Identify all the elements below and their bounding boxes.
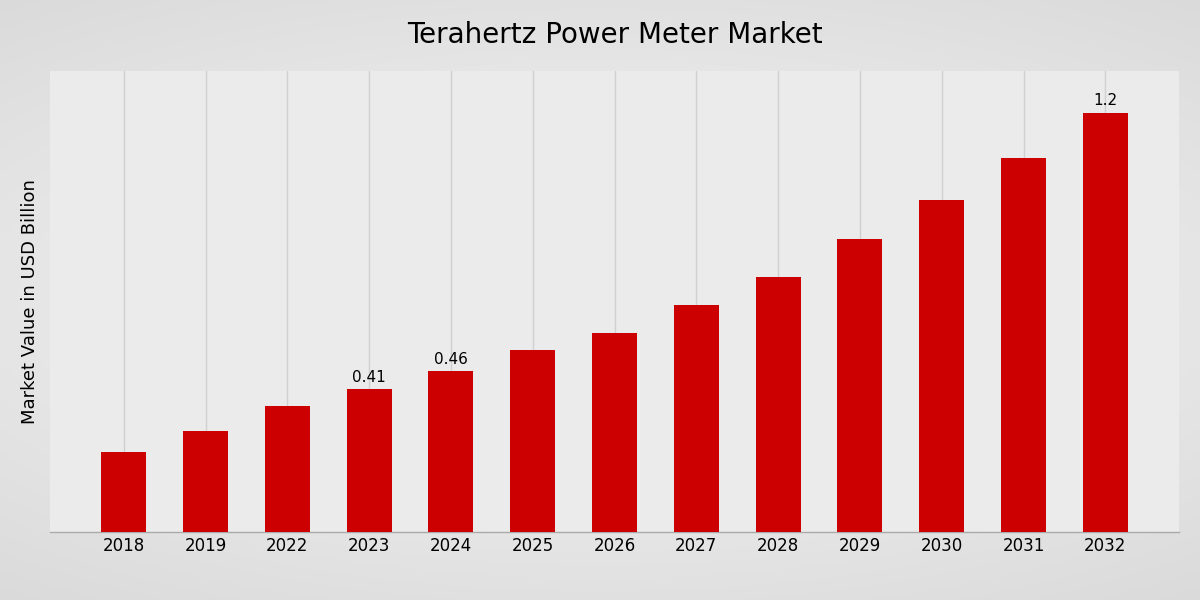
Text: 0.46: 0.46 bbox=[434, 352, 468, 367]
Bar bbox=[1082, 113, 1128, 532]
Bar bbox=[674, 305, 719, 532]
Text: 0.41: 0.41 bbox=[353, 370, 386, 385]
Bar bbox=[184, 431, 228, 532]
Title: Terahertz Power Meter Market: Terahertz Power Meter Market bbox=[407, 21, 822, 49]
Bar bbox=[347, 389, 391, 532]
Bar bbox=[756, 277, 800, 532]
Bar bbox=[510, 350, 556, 532]
Bar bbox=[101, 452, 146, 532]
Bar bbox=[919, 200, 965, 532]
Bar bbox=[428, 371, 474, 532]
Bar bbox=[592, 333, 637, 532]
Y-axis label: Market Value in USD Billion: Market Value in USD Billion bbox=[20, 179, 38, 424]
Bar bbox=[1001, 158, 1046, 532]
Bar bbox=[265, 406, 310, 532]
Bar bbox=[838, 238, 882, 532]
Text: 1.2: 1.2 bbox=[1093, 94, 1117, 109]
